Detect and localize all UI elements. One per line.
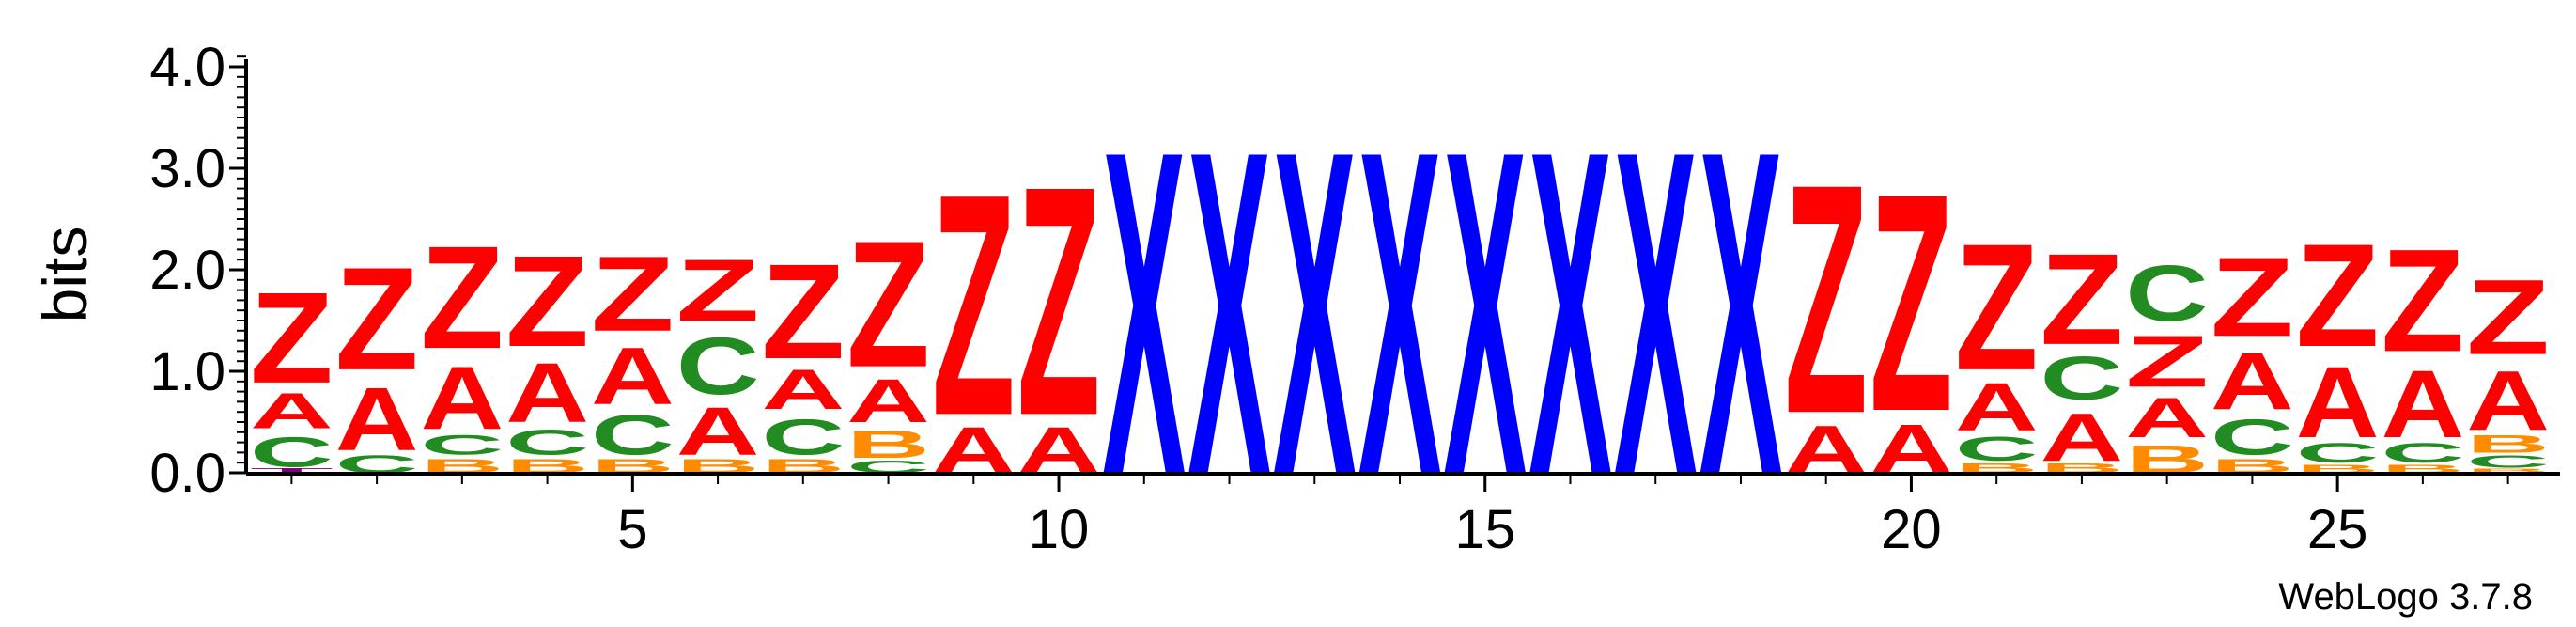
glyph-Z-pos-27: Z: [2466, 258, 2550, 377]
y-tick-label: 3.0: [149, 138, 225, 199]
glyph-X-pos-15: X: [1443, 55, 1527, 572]
x-tick-label: 25: [2307, 499, 2368, 560]
glyph-Z-pos-21: Z: [1955, 207, 2039, 408]
glyph-X-pos-13: X: [1273, 55, 1357, 572]
x-tick-label: 5: [617, 499, 647, 560]
glyph-X-pos-16: X: [1529, 55, 1612, 572]
glyph-X-pos-11: X: [1102, 55, 1186, 572]
glyph-Z-pos-19: Z: [1784, 117, 1868, 482]
weblogo-credit: WebLogo 3.7.8: [2278, 576, 2533, 618]
glyph-Z-pos-24: Z: [2211, 234, 2294, 360]
glyph-Z-pos-4: Z: [505, 229, 589, 374]
glyph-C-pos-23: C: [2125, 250, 2209, 337]
glyph-X-pos-18: X: [1699, 55, 1783, 572]
glyph-Z-pos-1: Z: [250, 266, 334, 411]
glyph-X-pos-14: X: [1358, 55, 1442, 572]
glyph-Z-pos-9: Z: [932, 129, 1016, 481]
glyph-Z-pos-3: Z: [420, 215, 504, 379]
glyph-Z-pos-8: Z: [846, 204, 930, 405]
glyph-Z-pos-26: Z: [2382, 219, 2465, 383]
y-tick-label: 1.0: [149, 341, 225, 402]
glyph-Z-pos-5: Z: [591, 234, 675, 353]
x-tick-label: 10: [1029, 499, 1090, 560]
x-tick-label: 20: [1881, 499, 1942, 560]
glyph-Z-pos-2: Z: [335, 237, 419, 400]
y-axis-title: bits: [30, 227, 100, 323]
y-tick-label: 4.0: [149, 37, 225, 98]
x-tick-label: 15: [1454, 499, 1515, 560]
y-tick-label: 0.0: [149, 443, 225, 504]
glyph-Z-pos-10: Z: [1017, 118, 1101, 484]
glyph-Z-pos-7: Z: [761, 236, 845, 387]
glyph-Z-pos-25: Z: [2296, 213, 2380, 377]
y-tick-label: 2.0: [149, 240, 225, 301]
glyph-X-pos-12: X: [1187, 55, 1271, 572]
glyph-Z-pos-20: Z: [1870, 130, 1953, 477]
glyph-Z-pos-6: Z: [676, 241, 760, 339]
glyph-X-pos-17: X: [1614, 55, 1698, 572]
glyph-Z-pos-22: Z: [2041, 227, 2124, 372]
